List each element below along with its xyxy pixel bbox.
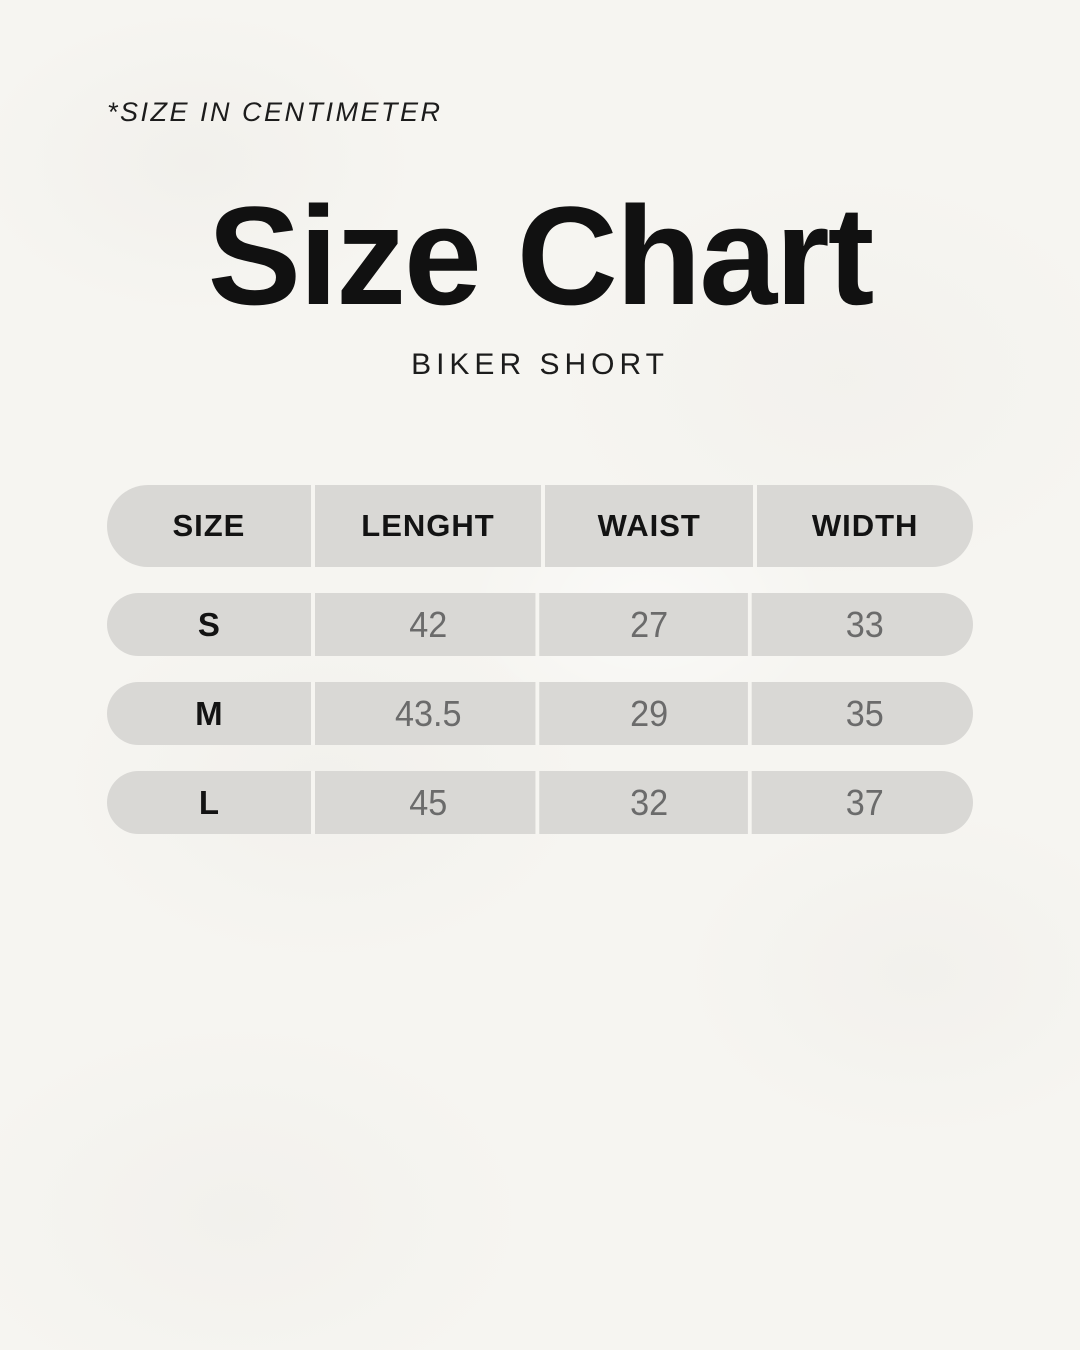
value-cell: 37 — [846, 781, 885, 823]
value-cell: 43.5 — [321, 682, 540, 745]
value-cell: 32 — [550, 771, 753, 834]
product-subtitle: BIKER SHORT — [411, 348, 669, 381]
table-row-l: L 45 32 37 — [107, 771, 973, 834]
size-cell: M — [107, 682, 315, 745]
value-cell: 42 — [321, 593, 540, 656]
column-header-size: SIZE — [107, 485, 315, 567]
value-cell: 27 — [550, 593, 753, 656]
column-header-length: LENGHT — [315, 485, 546, 567]
column-header-waist: WAIST — [545, 485, 758, 567]
value-cell: 35 — [846, 692, 885, 734]
value-cell: 29 — [550, 682, 753, 745]
table-row-s: S 42 27 33 — [107, 593, 973, 656]
size-chart-table: SIZE LENGHT WAIST WIDTH S 42 27 33 M 43.… — [107, 485, 973, 834]
size-unit-note: *SIZE IN CENTIMETER — [107, 97, 443, 127]
size-cell: S — [107, 593, 315, 656]
value-cell: 33 — [846, 603, 885, 645]
column-header-width: WIDTH — [811, 508, 919, 543]
page-title: Size Chart — [207, 177, 875, 334]
size-cell: L — [107, 771, 315, 834]
table-header-row: SIZE LENGHT WAIST WIDTH — [107, 485, 973, 567]
table-row-m: M 43.5 29 35 — [107, 682, 973, 745]
value-cell: 45 — [321, 771, 540, 834]
